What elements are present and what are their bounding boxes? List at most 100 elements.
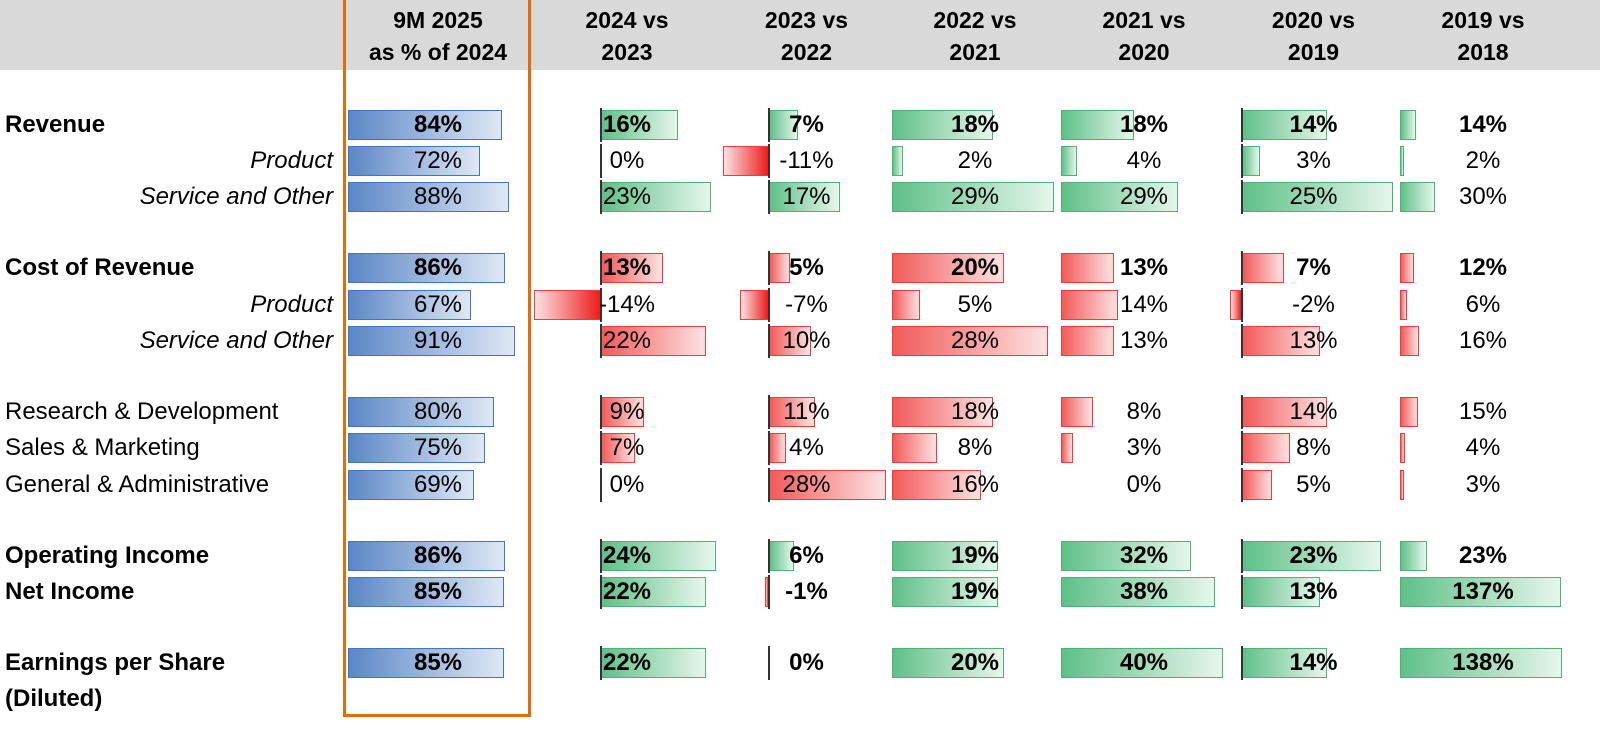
cell-value: 30% — [1458, 183, 1508, 210]
growth-bar — [1400, 253, 1414, 283]
cell-value: 72% — [413, 147, 463, 174]
growth-bar — [1400, 326, 1419, 356]
growth-bar — [601, 577, 706, 607]
column-header: 2019 vs 2018 — [1400, 2, 1566, 70]
cell-value: 3% — [1296, 147, 1331, 174]
highlight-box — [343, 0, 531, 717]
growth-bar — [1242, 253, 1284, 283]
cell-value: 22% — [602, 649, 652, 676]
ratio-bar — [348, 110, 502, 140]
zero-axis — [600, 108, 602, 142]
row-label: Research & Development — [5, 398, 279, 425]
zero-axis — [600, 144, 602, 178]
cell-value: 19% — [950, 578, 1000, 605]
cell-value: 20% — [950, 254, 1000, 281]
column-header-line1: 2023 vs — [764, 7, 849, 33]
cell-value: 75% — [413, 434, 463, 461]
cell-value: 67% — [413, 291, 463, 318]
growth-bar — [769, 541, 794, 571]
row-label: General & Administrative — [5, 471, 270, 498]
growth-bar — [769, 326, 811, 356]
cell-value: 88% — [413, 183, 463, 210]
growth-bar — [1400, 182, 1435, 212]
row-label: Earnings per Share — [5, 649, 226, 676]
column-header-line1: 2019 vs — [1441, 7, 1525, 33]
row-label: Service and Other — [139, 327, 333, 354]
column-header: 2021 vs 2020 — [1061, 2, 1227, 70]
zero-axis — [1241, 251, 1243, 285]
row-label: Cost of Revenue — [5, 254, 195, 281]
growth-bar — [892, 648, 1004, 678]
cell-value: 18% — [950, 398, 1000, 425]
growth-bar — [1400, 110, 1416, 140]
zero-axis — [768, 180, 770, 214]
zero-axis — [1241, 180, 1243, 214]
growth-bar — [601, 326, 706, 356]
growth-bar — [769, 470, 886, 500]
growth-bar — [892, 470, 981, 500]
cell-value: 20% — [950, 649, 1000, 676]
growth-bar — [769, 397, 815, 427]
growth-bar — [1242, 470, 1272, 500]
growth-bar — [892, 433, 937, 463]
cell-value: 13% — [602, 254, 652, 281]
cell-value: 15% — [1458, 398, 1508, 425]
growth-bar — [892, 577, 998, 607]
growth-bar — [1400, 470, 1404, 500]
column-header-line2: 2020 — [1118, 39, 1170, 65]
growth-bar — [1061, 433, 1073, 463]
column-header: 2023 vs 2022 — [723, 2, 890, 70]
growth-bar — [892, 326, 1048, 356]
growth-bar — [601, 541, 716, 571]
cell-value: 2% — [957, 147, 993, 174]
growth-bar — [892, 146, 903, 176]
cell-value: 18% — [1119, 111, 1169, 138]
cell-value: 23% — [1458, 542, 1508, 569]
cell-value: 5% — [957, 291, 993, 318]
zero-axis — [600, 324, 602, 358]
growth-bar — [769, 182, 840, 212]
cell-value: -2% — [1292, 291, 1335, 318]
growth-bar — [723, 146, 769, 176]
zero-axis — [768, 251, 770, 285]
growth-bar — [892, 182, 1054, 212]
zero-axis — [600, 395, 602, 429]
column-header-line1: 2022 vs — [933, 7, 1017, 33]
column-header-line1: 2020 vs — [1271, 7, 1356, 33]
growth-bar — [1242, 433, 1290, 463]
column-header: 2024 vs 2023 — [534, 2, 720, 70]
cell-value: 16% — [950, 471, 1000, 498]
cell-value: 40% — [1119, 649, 1169, 676]
cell-value: 23% — [1289, 542, 1338, 569]
column-header-line1: 2021 vs — [1102, 7, 1186, 33]
zero-axis — [1241, 431, 1243, 465]
growth-bar — [1400, 648, 1562, 678]
cell-value: 28% — [950, 327, 1000, 354]
cell-value: 22% — [602, 578, 652, 605]
cell-value: 18% — [950, 111, 1000, 138]
cell-value: 0% — [609, 471, 645, 498]
zero-axis — [1241, 539, 1243, 573]
zero-axis — [1241, 288, 1243, 322]
column-header-line1: 2024 vs — [585, 7, 669, 33]
cell-value: 3% — [1126, 434, 1162, 461]
cell-value: 3% — [1465, 471, 1501, 498]
cell-value: 22% — [602, 327, 652, 354]
column-header-line2: 2022 — [780, 39, 833, 65]
column-header-line2: 2021 — [949, 39, 1001, 65]
column-header: 2022 vs 2021 — [892, 2, 1058, 70]
cell-value: 5% — [1296, 471, 1331, 498]
growth-bar — [601, 397, 644, 427]
growth-bar — [601, 110, 678, 140]
cell-value: 85% — [413, 578, 463, 605]
cell-value: 86% — [413, 254, 463, 281]
zero-axis — [768, 431, 770, 465]
cell-value: 4% — [1126, 147, 1162, 174]
row-label: Service and Other — [139, 183, 333, 210]
cell-value: 85% — [413, 649, 463, 676]
cell-value: 9% — [609, 398, 645, 425]
cell-value: 0% — [609, 147, 645, 174]
cell-value: 19% — [950, 542, 1000, 569]
growth-bar — [1400, 541, 1427, 571]
cell-value: 4% — [789, 434, 824, 461]
